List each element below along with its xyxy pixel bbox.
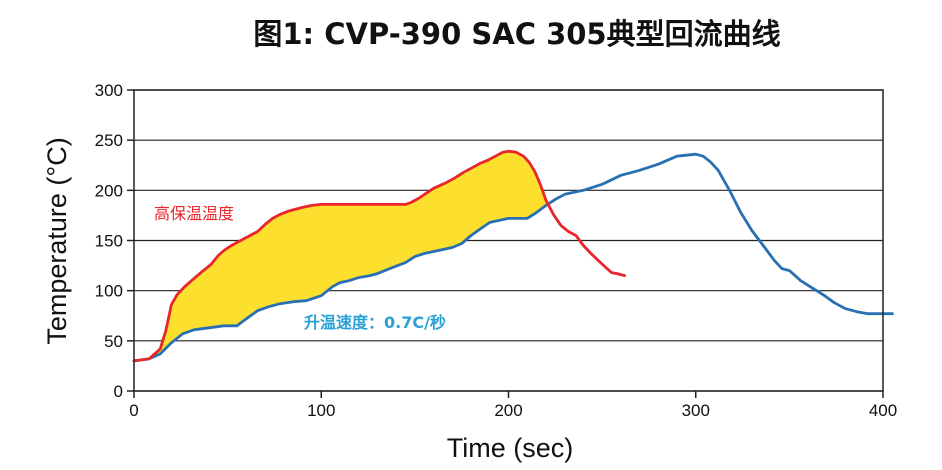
- y-tick-label: 300: [95, 81, 123, 100]
- tick-layer: 0 50 100 150 200 250 300 0 100 200 300 400: [95, 81, 898, 420]
- series-layer: [132, 149, 894, 363]
- x-axis-title: Time (sec): [447, 433, 574, 463]
- series-line-blue: [132, 152, 894, 363]
- y-tick-label: 100: [95, 282, 123, 301]
- y-tick-label: 200: [95, 181, 123, 200]
- x-tick-label: 100: [307, 401, 335, 420]
- y-tick-label: 0: [114, 382, 123, 401]
- x-tick-label: 300: [682, 401, 710, 420]
- ramp-rate-annotation: 升温速度：0.7C/秒: [304, 313, 446, 332]
- y-tick-label: 250: [95, 131, 123, 150]
- y-axis-title: Temperature (°C): [42, 137, 72, 344]
- soak-temperature-annotation: 高保温温度: [154, 204, 234, 223]
- y-tick-label: 50: [104, 332, 123, 351]
- fill-between-area: [149, 151, 548, 359]
- y-tick-label: 150: [95, 232, 123, 251]
- chart-title: 图1: CVP-390 SAC 305典型回流曲线: [253, 17, 780, 51]
- series-line-red: [132, 149, 626, 363]
- x-tick-label: 200: [494, 401, 522, 420]
- x-tick-label: 400: [869, 401, 897, 420]
- x-tick-label: 0: [129, 401, 138, 420]
